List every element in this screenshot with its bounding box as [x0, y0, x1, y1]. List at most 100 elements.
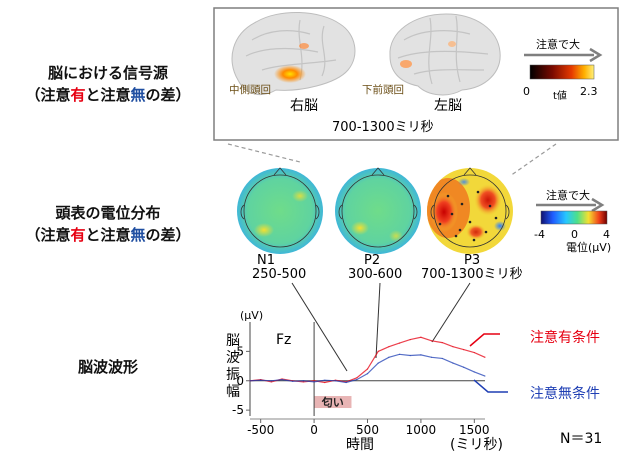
zoom-line-left [227, 143, 301, 163]
v-scale-max: 4 [603, 228, 610, 241]
waveform-attend-line-point [324, 381, 326, 384]
waveform-unattend-line-point [398, 353, 401, 355]
waveform-attend-line-point [473, 351, 475, 354]
legend-unattend-line [473, 379, 508, 393]
waveform-attend-line-point [302, 381, 305, 383]
t-scale-min: 0 [523, 85, 530, 98]
zoom-line-right [509, 143, 557, 177]
waveform-row-label: 脳波波形 [77, 358, 138, 376]
stimulus-bar [314, 396, 352, 409]
topo-arrow-label: 注意で大 [546, 188, 590, 202]
source-label-line1: 脳における信号源 [47, 64, 168, 82]
waveform-attend-line-point [388, 346, 390, 348]
waveform-unattend-line-point [452, 362, 454, 364]
waveform-unattend-line-point [324, 379, 326, 381]
connector-n1 [291, 282, 348, 372]
waveform-attend-line-point [484, 356, 486, 358]
waveform-attend-line-point [409, 339, 411, 341]
y-tick-label: 0 [236, 374, 244, 388]
topo-p2-name: P2 [364, 253, 380, 268]
topomap-p2 [335, 167, 421, 254]
voltage-colorbar [540, 210, 608, 225]
waveform-unattend-line-point [463, 366, 465, 368]
channel-label: Fz [276, 332, 291, 348]
source-label-line2: （注意有と注意無の差） [25, 86, 191, 104]
waveform-unattend-line-point [260, 379, 262, 381]
waveform-attend-line-point [420, 336, 422, 338]
topo-row-label: 頭表の電位分布 （注意有と注意無の差） [8, 202, 208, 246]
x-tick-label: -500 [247, 423, 274, 437]
legend-attend-label: 注意有条件 [530, 329, 600, 346]
t-value-colorbar [529, 64, 595, 80]
topo-p2-range: 300-600 [348, 267, 402, 282]
waveform-attend-line-point [452, 346, 454, 348]
waveform-attend-line-point [366, 368, 369, 370]
x-tick-label: 500 [356, 423, 379, 437]
waveform-unattend-line-point [484, 375, 486, 377]
x-tick-label: 1000 [406, 423, 437, 437]
v-scale-mid: 0 [571, 228, 578, 241]
waveform-unattend-line-point [377, 362, 379, 364]
left-brain-image [389, 13, 501, 96]
waveform-unattend-line-point [334, 380, 337, 382]
waveform-unattend-line-point [441, 357, 443, 360]
x-axis-label: 時間 [346, 437, 374, 453]
legend-unattend-label: 注意無条件 [530, 385, 600, 402]
t-scale-label: t値 [553, 89, 567, 102]
topo-n1-name: N1 [257, 253, 275, 268]
y-axis-label-char: 振 [226, 367, 240, 383]
y-tick-label: 5 [236, 344, 244, 358]
waveform-attend-line-point [430, 340, 433, 342]
stimulus-label: 匂い [321, 395, 344, 409]
topo-p3-range: 700-1300ミリ秒 [421, 267, 523, 282]
right-region-label: 中側頭回 [229, 83, 271, 96]
waveform-unattend-line-point [281, 378, 283, 381]
voltage-unit: 電位(μV) [566, 240, 611, 254]
waveform-attend-line-point [356, 377, 358, 379]
waveform-unattend-line-point [302, 380, 305, 382]
waveform-unattend-line-point [420, 354, 422, 356]
y-axis-label-char: 脳 [226, 333, 240, 349]
connector-p3 [431, 282, 471, 343]
topo-label-line1: 頭表の電位分布 [55, 204, 161, 222]
topo-label-line2: （注意有と注意無の差） [25, 226, 191, 244]
waveform-unattend-line-point [292, 380, 294, 382]
connector-p2 [375, 282, 381, 359]
topo-n1-range: 250-500 [252, 267, 306, 282]
waveform-unattend-line-point [356, 378, 358, 381]
waveform-attend-line-point [377, 350, 379, 352]
waveform-chart: (μV) 脳 波 振 幅 Fz 匂い -500 0 500 1000 1500 -5 0 5 時… [226, 309, 602, 453]
brain-time-window: 700-1300ミリ秒 [332, 120, 434, 135]
x-tick-label: 0 [310, 423, 318, 437]
waveform-attend-line-point [441, 341, 443, 344]
v-scale-min: -4 [534, 228, 545, 241]
waveform-unattend-line-point [409, 354, 411, 357]
x-axis-unit: (ミリ秒) [450, 437, 503, 453]
waveform-unattend-line-point [345, 381, 347, 384]
topomap-p3 [427, 167, 513, 254]
sample-size: N＝31 [560, 431, 602, 447]
x-tick-label: 1500 [459, 423, 490, 437]
amplitude-unit: (μV) [240, 309, 263, 322]
waveform-attend-line-point [313, 380, 315, 382]
brain-arrow-label: 注意で大 [536, 37, 580, 51]
legend-attend-line [469, 333, 500, 347]
t-scale-max: 2.3 [580, 85, 598, 98]
waveform-unattend-line-point [270, 380, 272, 382]
left-brain-label: 左脳 [434, 98, 462, 114]
waveform-unattend-line-point [313, 381, 315, 383]
topo-p3-name: P3 [464, 253, 480, 268]
left-region-label: 下前頭回 [362, 83, 404, 96]
waveform-attend-line-point [398, 342, 401, 344]
y-axis-label: 脳 波 振 幅 [226, 333, 240, 400]
right-brain-label: 右脳 [290, 98, 318, 114]
waveform-unattend-line-point [473, 371, 475, 373]
waveform-attend-line-point [270, 381, 272, 383]
source-row-label: 脳における信号源 （注意有と注意無の差） [8, 62, 208, 106]
waveform-unattend-line-point [388, 356, 390, 358]
y-tick-label: -5 [232, 403, 244, 417]
right-brain-image [231, 12, 356, 96]
topomap-n1 [237, 167, 323, 254]
y-axis-label-char: 波 [226, 350, 240, 366]
